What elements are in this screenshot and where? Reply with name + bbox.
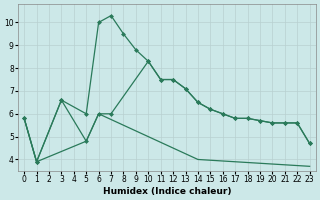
X-axis label: Humidex (Indice chaleur): Humidex (Indice chaleur)	[103, 187, 231, 196]
